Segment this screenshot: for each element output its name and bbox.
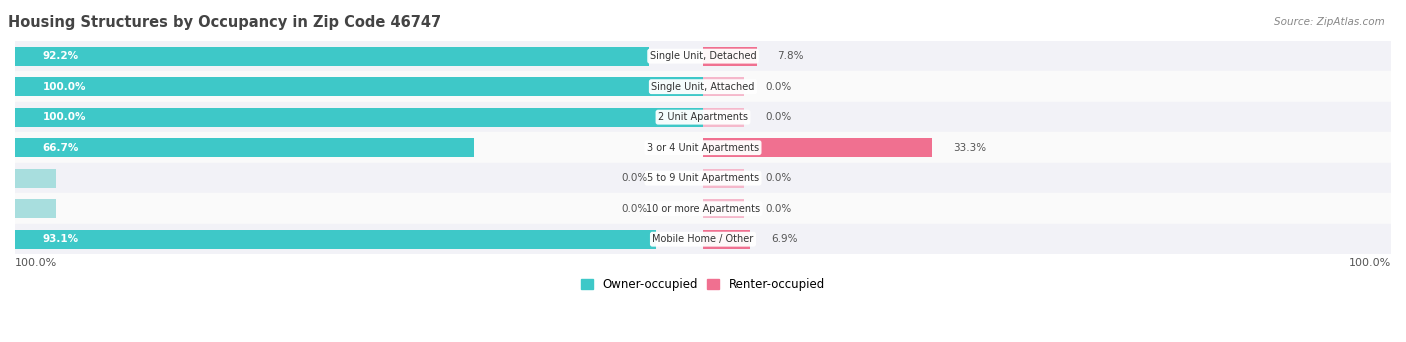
Text: 92.2%: 92.2% [42,51,79,61]
Bar [15,169,56,188]
Text: 66.7%: 66.7% [42,143,79,153]
Text: Single Unit, Detached: Single Unit, Detached [650,51,756,61]
Text: 0.0%: 0.0% [765,173,792,183]
Text: 100.0%: 100.0% [15,258,58,268]
Bar [15,77,703,96]
Text: 100.0%: 100.0% [1348,258,1391,268]
Text: Mobile Home / Other: Mobile Home / Other [652,234,754,244]
Text: 6.9%: 6.9% [770,234,797,244]
Bar [703,47,756,66]
Text: 0.0%: 0.0% [765,82,792,92]
Bar [15,224,1391,254]
Legend: Owner-occupied, Renter-occupied: Owner-occupied, Renter-occupied [576,273,830,295]
Text: 3 or 4 Unit Apartments: 3 or 4 Unit Apartments [647,143,759,153]
Text: 100.0%: 100.0% [42,112,86,122]
Text: 33.3%: 33.3% [953,143,986,153]
Text: 10 or more Apartments: 10 or more Apartments [645,204,761,214]
Text: 0.0%: 0.0% [765,204,792,214]
Bar [15,108,703,127]
Bar [15,41,1391,71]
Bar [15,163,1391,194]
Text: 0.0%: 0.0% [621,173,648,183]
Text: 2 Unit Apartments: 2 Unit Apartments [658,112,748,122]
Bar [703,77,744,96]
Bar [703,169,744,188]
Text: Housing Structures by Occupancy in Zip Code 46747: Housing Structures by Occupancy in Zip C… [8,15,441,30]
Text: 93.1%: 93.1% [42,234,79,244]
Text: 5 to 9 Unit Apartments: 5 to 9 Unit Apartments [647,173,759,183]
Bar [703,138,932,157]
Bar [15,230,655,249]
Text: 0.0%: 0.0% [765,112,792,122]
Bar [15,138,474,157]
Bar [15,132,1391,163]
Text: 100.0%: 100.0% [42,82,86,92]
Text: Single Unit, Attached: Single Unit, Attached [651,82,755,92]
Bar [703,108,744,127]
Bar [703,199,744,218]
Bar [15,71,1391,102]
Bar [15,47,650,66]
Bar [15,194,1391,224]
Bar [15,102,1391,132]
Bar [703,230,751,249]
Text: 0.0%: 0.0% [621,204,648,214]
Text: Source: ZipAtlas.com: Source: ZipAtlas.com [1274,17,1385,27]
Text: 7.8%: 7.8% [778,51,804,61]
Bar [15,199,56,218]
